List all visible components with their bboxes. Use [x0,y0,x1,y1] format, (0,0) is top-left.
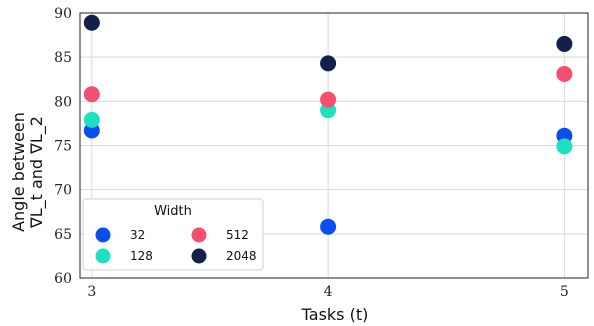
y-tick-label: 70 [54,183,72,199]
y-tick-label: 60 [54,271,72,287]
legend-marker-width-2048 [191,248,207,264]
y-axis-label: Angle between ∇L_t and ∇L_2 [9,112,47,232]
plot-frame [79,12,589,279]
y-axis-label-line2: ∇L_t and ∇L_2 [27,116,47,229]
y-tick-label: 80 [54,94,72,110]
data-point-width-2048 [83,14,100,31]
y-tick-label: 90 [54,6,72,22]
data-point-width-512 [83,86,100,103]
data-point-width-2048 [556,35,573,52]
legend-marker-width-128 [95,248,111,264]
data-point-width-128 [83,111,100,128]
y-tick-label: 85 [54,50,72,66]
y-tick-label: 75 [54,139,72,155]
y-tick-label: 65 [54,227,72,243]
legend-marker-width-32 [95,227,111,243]
legend: Width 32 128 512 2048 [82,198,264,271]
data-point-width-512 [320,91,337,108]
data-point-width-2048 [320,55,337,72]
legend-label-width-2048: 2048 [226,249,257,263]
data-point-width-32 [320,218,337,235]
x-axis-label: Tasks (t) [301,305,369,324]
x-tick-label: 5 [560,284,569,300]
data-points [83,14,573,235]
legend-label-width-128: 128 [130,249,153,263]
x-tick-label: 3 [87,284,96,300]
legend-box [82,198,264,271]
legend-title: Width [154,204,192,219]
legend-label-width-32: 32 [130,228,145,242]
y-axis-label-line1: Angle between [9,112,28,232]
tick-labels: 60 65 70 75 80 85 90 3 4 5 [54,6,569,300]
data-point-width-512 [556,65,573,82]
legend-label-width-512: 512 [226,228,249,242]
data-point-width-128 [556,138,573,155]
x-tick-label: 4 [324,284,333,300]
legend-marker-width-512 [191,227,207,243]
